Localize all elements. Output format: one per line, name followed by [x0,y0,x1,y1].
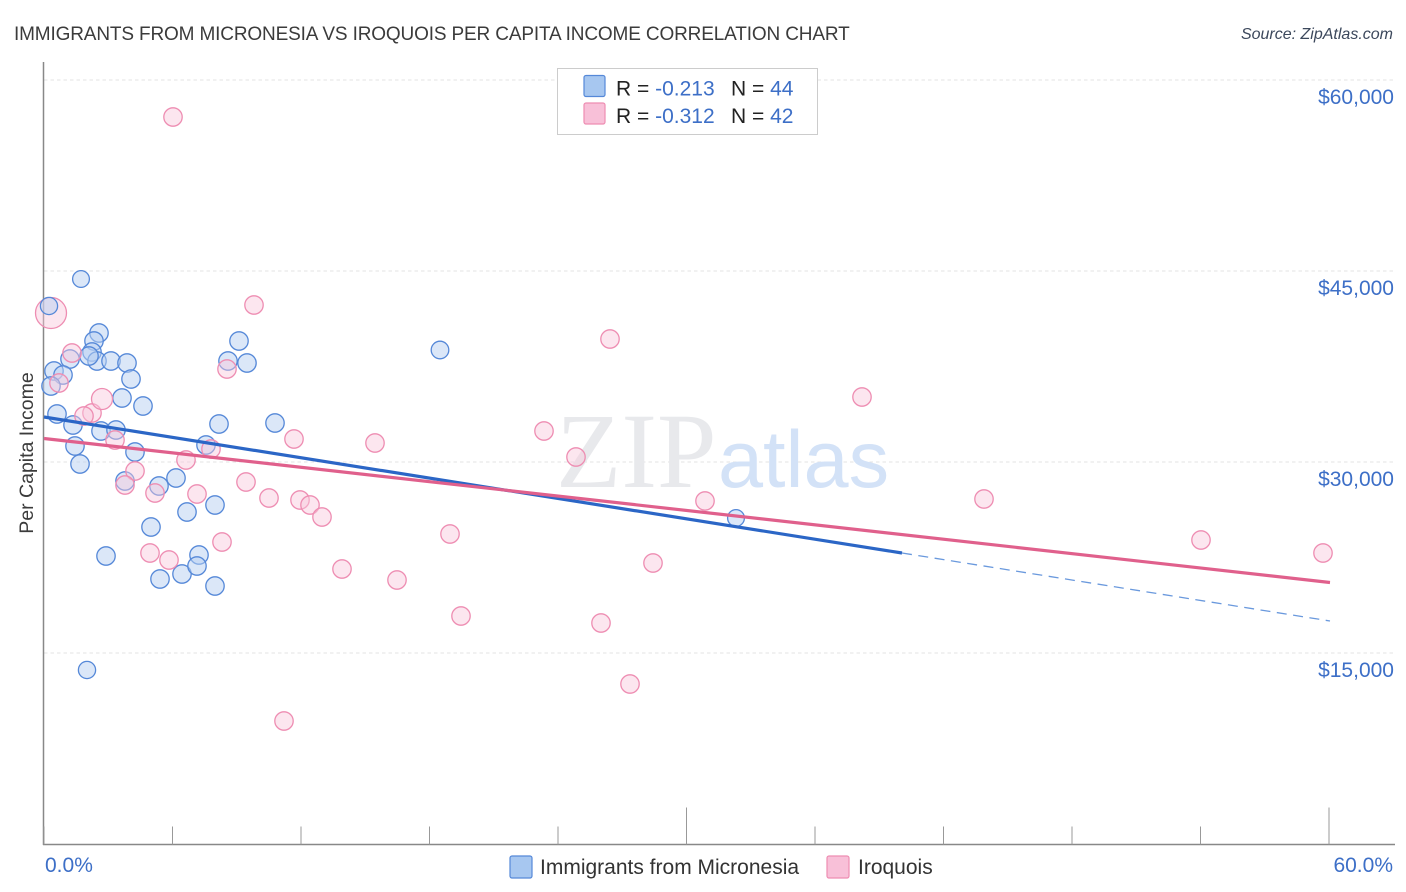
svg-text:N = 42: N = 42 [731,105,793,128]
svg-text:N = 44: N = 44 [731,78,794,101]
svg-text:atlas: atlas [718,415,889,505]
svg-text:R = -0.312: R = -0.312 [616,105,715,128]
svg-text:Immigrants from Micronesia: Immigrants from Micronesia [540,856,799,879]
svg-text:0.0%: 0.0% [45,854,93,877]
svg-text:IMMIGRANTS FROM MICRONESIA VS: IMMIGRANTS FROM MICRONESIA VS IROQUOIS P… [14,24,850,45]
svg-text:$45,000: $45,000 [1318,277,1394,300]
svg-text:Per Capita Income: Per Capita Income [16,372,38,534]
svg-text:Source: ZipAtlas.com: Source: ZipAtlas.com [1241,26,1393,43]
svg-text:Iroquois: Iroquois [858,856,933,879]
svg-text:ZIP: ZIP [556,393,717,511]
svg-text:R = -0.213: R = -0.213 [616,78,715,101]
svg-text:$30,000: $30,000 [1318,468,1394,491]
svg-text:60.0%: 60.0% [1333,854,1393,877]
svg-text:$15,000: $15,000 [1318,659,1394,682]
svg-text:$60,000: $60,000 [1318,86,1394,109]
